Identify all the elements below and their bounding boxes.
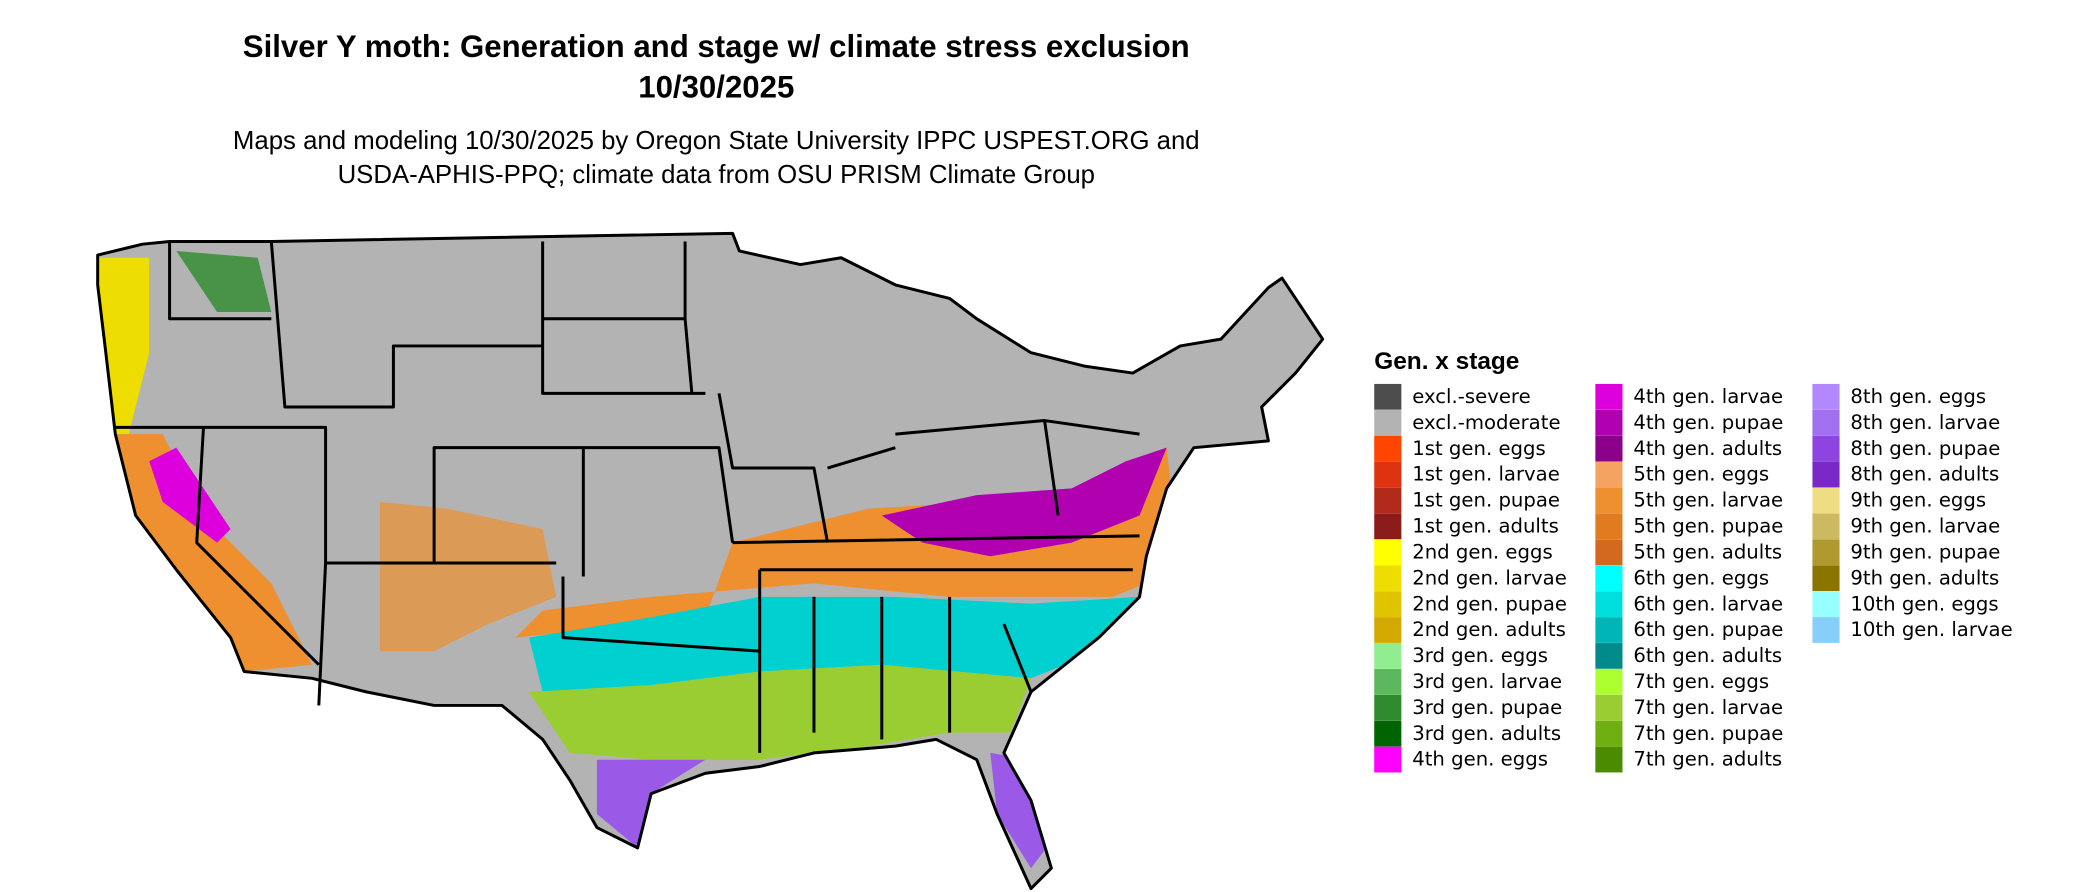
- legend-label: 7th gen. larvae: [1633, 696, 1783, 719]
- legend-swatch: [1595, 591, 1623, 617]
- legend-swatch: [1812, 461, 1840, 488]
- legend-label: 1st gen. eggs: [1412, 437, 1546, 460]
- legend-label: 10th gen. eggs: [1850, 592, 1998, 615]
- legend-swatch: [1595, 409, 1623, 436]
- legend-swatch: [1595, 565, 1623, 592]
- legend-label: 8th gen. eggs: [1850, 385, 1986, 408]
- legend-label: 5th gen. pupae: [1633, 515, 1783, 538]
- legend-swatch: [1374, 720, 1402, 747]
- legend-swatch: [1812, 435, 1840, 462]
- legend-swatch: [1374, 487, 1402, 514]
- legend-swatch: [1374, 539, 1402, 566]
- legend-label: 3rd gen. adults: [1412, 722, 1561, 745]
- legend-swatch: [1595, 720, 1623, 747]
- legend-swatch: [1374, 643, 1402, 669]
- legend-swatch: [1812, 539, 1840, 566]
- region: [379, 501, 557, 652]
- legend-swatch: [1374, 694, 1402, 721]
- legend-swatch: [1374, 668, 1402, 695]
- legend-swatch: [1595, 461, 1623, 488]
- legend-label: 6th gen. pupae: [1633, 618, 1783, 641]
- legend-label: 5th gen. adults: [1633, 540, 1782, 563]
- legend-label: 9th gen. adults: [1850, 566, 1999, 589]
- legend-swatch: [1812, 513, 1840, 540]
- legend-label: 1st gen. adults: [1412, 515, 1559, 538]
- legend-label: 5th gen. larvae: [1633, 489, 1783, 512]
- legend-swatch: [1595, 383, 1623, 410]
- region: [529, 664, 1032, 760]
- subtitle: Maps and modeling 10/30/2025 by Oregon S…: [233, 127, 1200, 155]
- legend-swatch: [1812, 383, 1840, 410]
- legend-swatch: [1595, 617, 1623, 643]
- legend-swatch: [1812, 591, 1840, 617]
- legend-label: 10th gen. larvae: [1850, 618, 2012, 641]
- legend: excl.-severe excl.-moderate 1st gen. eggs 1…: [1374, 383, 2013, 773]
- legend-label: 2nd gen. pupae: [1412, 592, 1567, 615]
- region: [596, 759, 706, 848]
- legend-label: 2nd gen. adults: [1412, 618, 1566, 641]
- legend-label: 4th gen. eggs: [1412, 748, 1548, 771]
- legend-label: excl.-moderate: [1412, 411, 1560, 434]
- legend-label: 2nd gen. larvae: [1412, 566, 1567, 589]
- legend-swatch: [1374, 565, 1402, 592]
- legend-swatch: [1374, 461, 1402, 488]
- legend-swatch: [1374, 513, 1402, 540]
- legend-swatch: [1595, 435, 1623, 462]
- legend-label: 5th gen. eggs: [1633, 463, 1769, 486]
- region: [529, 596, 1140, 692]
- legend-title: Gen. x stage: [1374, 348, 1519, 375]
- legend-label: excl.-severe: [1412, 385, 1530, 408]
- legend-label: 3rd gen. larvae: [1412, 670, 1562, 693]
- legend-label: 3rd gen. pupae: [1412, 696, 1562, 719]
- legend-swatch: [1812, 487, 1840, 514]
- legend-swatch: [1812, 409, 1840, 436]
- legend-label: 7th gen. pupae: [1633, 722, 1783, 745]
- legend-swatch: [1374, 435, 1402, 462]
- legend-label: 7th gen. adults: [1633, 748, 1782, 771]
- legend-label: 4th gen. larvae: [1633, 385, 1783, 408]
- legend-label: 6th gen. eggs: [1633, 566, 1769, 589]
- legend-label: 4th gen. adults: [1633, 437, 1782, 460]
- region: [881, 447, 1167, 557]
- region: [990, 752, 1052, 869]
- region: [515, 447, 1181, 638]
- legend-swatch: [1595, 539, 1623, 566]
- legend-label: 2nd gen. eggs: [1412, 540, 1553, 563]
- legend-label: 7th gen. eggs: [1633, 670, 1769, 693]
- legend-label: 8th gen. larvae: [1850, 411, 2000, 434]
- legend-label: 8th gen. adults: [1850, 463, 1999, 486]
- legend-label: 9th gen. pupae: [1850, 540, 2000, 563]
- state-lines: [115, 241, 1140, 753]
- region: [176, 250, 272, 313]
- legend-swatch: [1595, 746, 1623, 773]
- legend-label: 6th gen. adults: [1633, 644, 1782, 667]
- legend-label: 1st gen. pupae: [1412, 489, 1560, 512]
- legend-swatch: [1595, 513, 1623, 540]
- legend-label: 6th gen. larvae: [1633, 592, 1783, 615]
- legend-swatch: [1374, 617, 1402, 643]
- legend-swatch: [1374, 409, 1402, 436]
- map: [96, 231, 1325, 891]
- legend-label: 9th gen. eggs: [1850, 489, 1986, 512]
- legend-label: 1st gen. larvae: [1412, 463, 1560, 486]
- legend-swatch: [1595, 487, 1623, 514]
- legend-label: 4th gen. pupae: [1633, 411, 1783, 434]
- legend-swatch: [1374, 383, 1402, 410]
- legend-swatch: [1374, 591, 1402, 617]
- legend-label: 9th gen. larvae: [1850, 515, 2000, 538]
- legend-swatch: [1595, 668, 1623, 695]
- title: 10/30/2025: [638, 70, 794, 105]
- legend-swatch: [1812, 617, 1840, 643]
- region: [149, 447, 231, 543]
- legend-label: 3rd gen. eggs: [1412, 644, 1548, 667]
- subtitle: USDA-APHIS-PPQ; climate data from OSU PR…: [338, 161, 1095, 189]
- legend-swatch: [1595, 694, 1623, 721]
- title: Silver Y moth: Generation and stage w/ c…: [243, 29, 1190, 64]
- legend-swatch: [1812, 565, 1840, 592]
- legend-label: 8th gen. pupae: [1850, 437, 2000, 460]
- legend-swatch: [1374, 746, 1402, 773]
- legend-swatch: [1595, 643, 1623, 669]
